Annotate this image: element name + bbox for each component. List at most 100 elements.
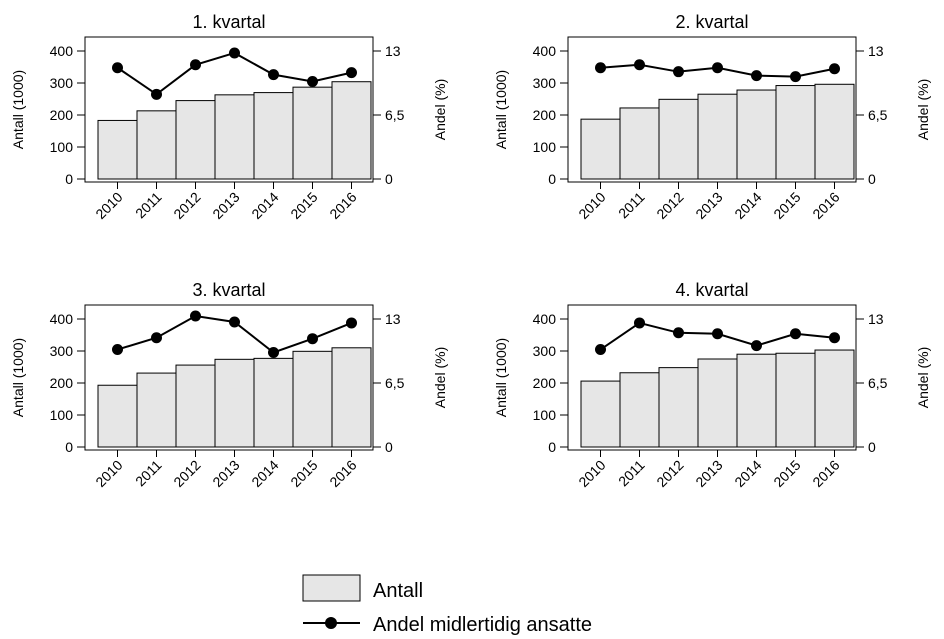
x-axis-tick-label: 2016 xyxy=(809,457,842,490)
x-axis-tick-label: 2013 xyxy=(692,189,725,222)
bar xyxy=(97,384,138,448)
bar xyxy=(175,100,216,180)
left-axis-tick-label: 100 xyxy=(533,139,557,155)
x-axis-tick-label: 2015 xyxy=(287,189,320,222)
line-point xyxy=(112,62,123,74)
line-point xyxy=(190,310,201,322)
bar xyxy=(580,118,621,180)
legend-bar-label: Antall xyxy=(373,580,423,602)
x-axis-tick-label: 2014 xyxy=(248,189,281,222)
bar xyxy=(136,110,177,180)
bar xyxy=(331,347,372,448)
left-axis-tick-label: 200 xyxy=(533,107,557,123)
x-axis-tick-label: 2011 xyxy=(615,189,648,222)
left-axis-tick-label: 200 xyxy=(50,375,74,391)
left-axis-tick-label: 100 xyxy=(533,407,557,423)
bar xyxy=(736,353,777,448)
right-axis-title: Andel (%) xyxy=(432,347,448,408)
x-axis-tick-label: 2010 xyxy=(92,189,125,222)
x-axis-tick-label: 2012 xyxy=(170,189,203,222)
left-axis-tick-label: 400 xyxy=(50,311,74,327)
line-point xyxy=(829,63,840,75)
left-axis-title: Antall (1000) xyxy=(493,70,509,149)
line-point xyxy=(712,328,723,340)
left-axis-tick-label: 300 xyxy=(50,75,74,91)
bar xyxy=(292,86,333,180)
line-point xyxy=(307,333,318,345)
left-axis-tick-label: 300 xyxy=(50,343,74,359)
left-axis-title: Antall (1000) xyxy=(10,70,26,149)
left-axis-tick-label: 0 xyxy=(65,439,73,455)
line-point xyxy=(790,328,801,340)
x-axis-tick-label: 2013 xyxy=(209,457,242,490)
x-axis-tick-label: 2012 xyxy=(653,457,686,490)
legend: Antall Andel midlertidig ansatte xyxy=(302,574,592,636)
line-point xyxy=(112,344,123,356)
bar xyxy=(214,94,255,180)
x-axis-tick-label: 2015 xyxy=(287,457,320,490)
x-axis-tick-label: 2011 xyxy=(132,457,165,490)
right-axis-tick-label: 6,5 xyxy=(385,375,405,391)
bar xyxy=(814,83,855,180)
bar xyxy=(775,352,816,448)
left-axis-tick-label: 400 xyxy=(533,43,557,59)
line-point xyxy=(712,62,723,74)
left-axis-tick-label: 400 xyxy=(533,311,557,327)
bar xyxy=(175,364,216,448)
right-axis-tick-label: 13 xyxy=(385,43,401,59)
right-axis-tick-label: 13 xyxy=(868,311,884,327)
line-point xyxy=(751,340,762,352)
bar xyxy=(97,119,138,180)
x-axis-tick-label: 2011 xyxy=(132,189,165,222)
left-axis-tick-label: 100 xyxy=(50,407,74,423)
right-axis-tick-label: 13 xyxy=(385,311,401,327)
line-point xyxy=(346,67,357,79)
x-axis-tick-label: 2010 xyxy=(575,457,608,490)
line-point xyxy=(268,69,279,81)
x-axis-tick-label: 2016 xyxy=(326,457,359,490)
line-point xyxy=(634,59,645,71)
left-axis-tick-label: 400 xyxy=(50,43,74,59)
plot-frame xyxy=(567,304,857,451)
x-axis-tick-label: 2012 xyxy=(653,189,686,222)
bar xyxy=(253,357,294,448)
bar xyxy=(814,349,855,448)
right-axis-tick-label: 6,5 xyxy=(868,107,888,123)
right-axis-title: Andel (%) xyxy=(915,79,931,140)
bar xyxy=(136,372,177,448)
left-axis-tick-label: 0 xyxy=(65,171,73,187)
bar xyxy=(580,380,621,448)
line-point xyxy=(268,346,279,358)
line-point xyxy=(673,327,684,339)
line-point xyxy=(751,70,762,82)
bar xyxy=(214,358,255,448)
x-axis-tick-label: 2010 xyxy=(92,457,125,490)
bar xyxy=(253,92,294,180)
right-axis-tick-label: 0 xyxy=(868,171,876,187)
x-axis-tick-label: 2014 xyxy=(731,189,764,222)
legend-line-label: Andel midlertidig ansatte xyxy=(373,614,592,636)
chart-title: 3. kvartal xyxy=(192,280,265,300)
left-axis-tick-label: 300 xyxy=(533,343,557,359)
bar xyxy=(775,85,816,180)
bar xyxy=(331,81,372,180)
line-point xyxy=(229,316,240,328)
line-point xyxy=(673,66,684,78)
legend-bar-swatch xyxy=(302,574,361,602)
x-axis-tick-label: 2015 xyxy=(770,189,803,222)
plot-frame xyxy=(84,304,374,451)
left-axis-tick-label: 200 xyxy=(533,375,557,391)
line-point xyxy=(151,332,162,344)
plot-frame xyxy=(84,36,374,183)
plot-frame xyxy=(567,36,857,183)
chart-title: 2. kvartal xyxy=(675,12,748,32)
right-axis-title: Andel (%) xyxy=(432,79,448,140)
line-point xyxy=(595,62,606,74)
bar xyxy=(658,367,699,448)
x-axis-tick-label: 2012 xyxy=(170,457,203,490)
